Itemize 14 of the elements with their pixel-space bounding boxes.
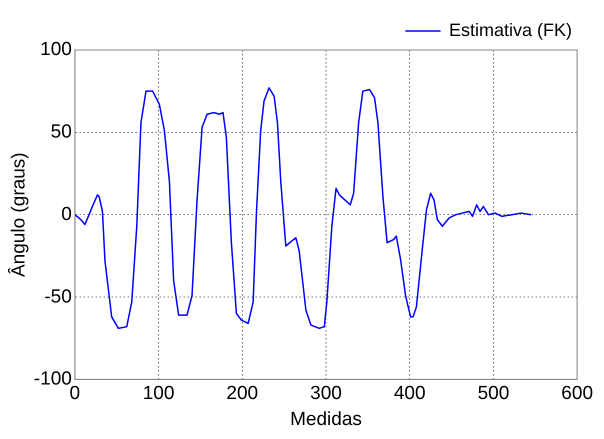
x-axis-title: Medidas (290, 408, 362, 430)
legend-label: Estimativa (FK) (448, 20, 572, 40)
x-tick-label: 200 (226, 383, 258, 404)
x-tick-label: 500 (478, 383, 510, 404)
x-tick-label: 300 (310, 383, 342, 404)
y-tick-label: 50 (50, 122, 72, 143)
y-axis-title: Ângulo (graus) (8, 152, 30, 278)
y-tick-label: -100 (34, 368, 72, 390)
y-tick-label: 0 (61, 204, 72, 225)
x-tick-label: 600 (561, 383, 593, 404)
y-tick-label: -50 (44, 286, 72, 308)
x-tick-label: 100 (142, 383, 174, 404)
y-tick-label: 100 (40, 39, 72, 60)
x-tick-label: 400 (394, 383, 426, 404)
